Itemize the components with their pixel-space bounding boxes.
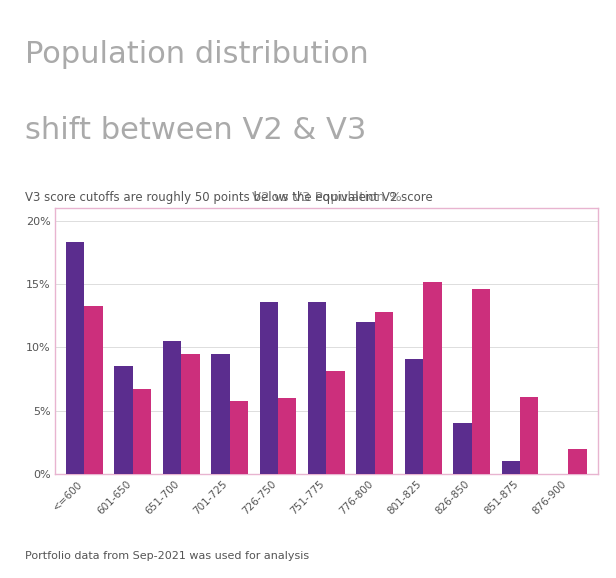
Bar bbox=[260, 302, 278, 474]
Bar bbox=[472, 289, 490, 474]
Bar bbox=[230, 401, 248, 474]
Bar bbox=[84, 306, 103, 474]
Bar bbox=[326, 372, 345, 474]
Text: Population distribution: Population distribution bbox=[25, 40, 368, 69]
Bar bbox=[66, 242, 84, 474]
Bar bbox=[569, 449, 587, 474]
Bar bbox=[115, 366, 133, 474]
Bar bbox=[520, 397, 538, 474]
Bar bbox=[163, 341, 181, 474]
Bar bbox=[181, 354, 200, 474]
Title: V2 vs V3 Population %: V2 vs V3 Population % bbox=[251, 191, 402, 204]
Bar bbox=[405, 359, 423, 474]
Text: Portfolio data from Sep-2021 was used for analysis: Portfolio data from Sep-2021 was used fo… bbox=[25, 551, 309, 561]
Bar bbox=[133, 389, 152, 474]
Text: shift between V2 & V3: shift between V2 & V3 bbox=[25, 116, 366, 144]
Bar bbox=[357, 322, 375, 474]
Bar bbox=[211, 354, 230, 474]
Bar bbox=[453, 423, 472, 474]
Bar bbox=[423, 281, 442, 474]
Bar bbox=[501, 461, 520, 474]
Text: V3 score cutoffs are roughly 50 points below the equivalent V2 score: V3 score cutoffs are roughly 50 points b… bbox=[25, 191, 432, 203]
Bar bbox=[308, 302, 326, 474]
Bar bbox=[375, 312, 393, 474]
Bar bbox=[278, 398, 296, 474]
